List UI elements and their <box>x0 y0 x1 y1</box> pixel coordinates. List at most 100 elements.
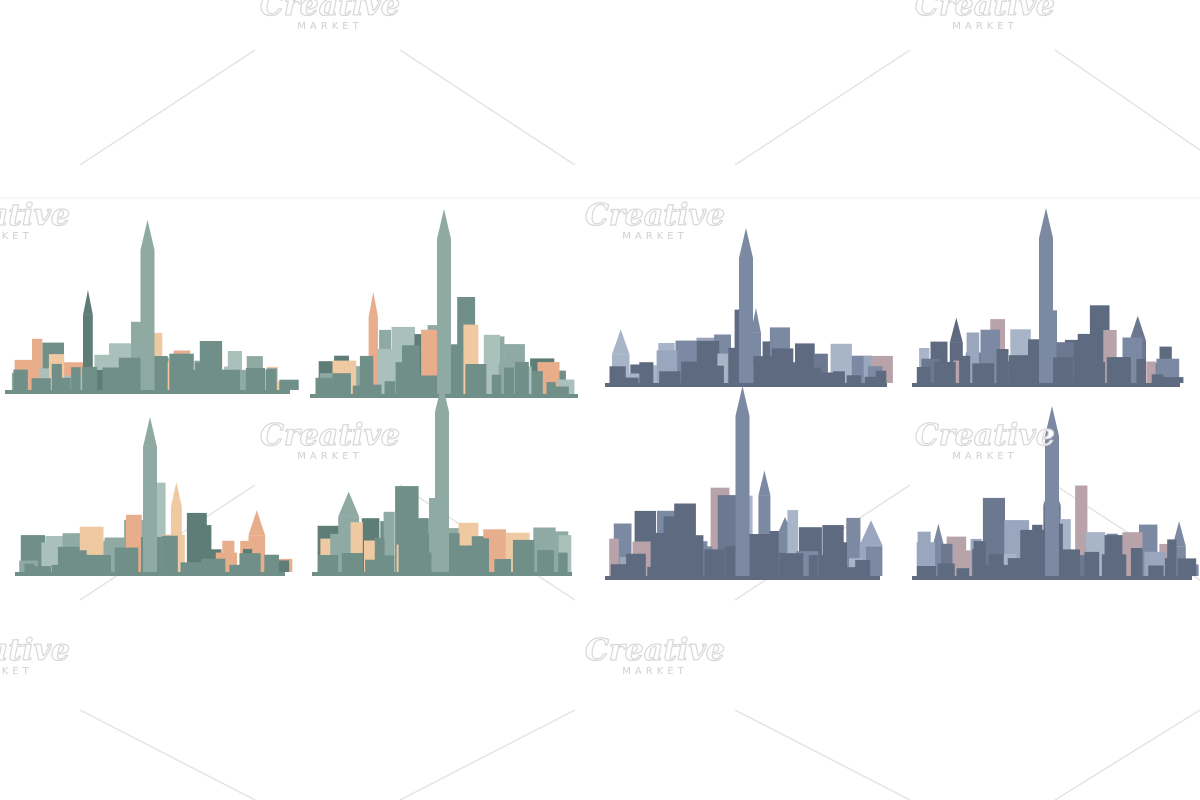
building <box>1151 374 1164 383</box>
building <box>808 555 818 576</box>
diagonal-line <box>1054 49 1200 151</box>
ground <box>912 383 1180 387</box>
spire <box>859 520 883 546</box>
building <box>83 314 93 390</box>
building <box>195 362 213 390</box>
spire <box>758 470 771 496</box>
watermark-sub: MARKET <box>952 21 1017 32</box>
tower <box>435 412 449 572</box>
building <box>659 371 681 383</box>
tower <box>143 447 157 572</box>
watermark-sub: MARKET <box>0 231 33 242</box>
building <box>264 554 279 572</box>
building <box>368 316 378 394</box>
building <box>833 371 845 383</box>
building <box>531 371 543 394</box>
spire <box>338 491 360 517</box>
building <box>842 567 857 576</box>
building <box>118 357 143 390</box>
building <box>398 543 419 572</box>
building <box>614 377 639 383</box>
building <box>417 375 441 394</box>
spire <box>248 510 266 536</box>
building <box>86 554 111 572</box>
building <box>821 372 834 383</box>
building <box>554 386 569 394</box>
watermarks: CreativeMARKETCreativeMARKETCreativeMARK… <box>0 0 1056 677</box>
watermark-sub: MARKET <box>622 666 687 677</box>
building <box>359 355 374 394</box>
building <box>972 363 995 383</box>
tower-spire <box>437 209 451 239</box>
building <box>476 538 489 572</box>
building <box>269 560 290 572</box>
building <box>787 510 799 576</box>
building <box>1088 362 1106 383</box>
spire <box>170 481 182 507</box>
building <box>1146 361 1156 383</box>
tower-spire <box>140 220 155 250</box>
building <box>1164 558 1175 576</box>
building <box>650 532 666 576</box>
building <box>102 367 120 390</box>
skyline <box>912 406 1199 580</box>
building <box>318 555 339 572</box>
building <box>855 559 871 576</box>
watermark-brand: Creative <box>0 633 70 668</box>
building <box>332 373 351 394</box>
building <box>374 537 385 572</box>
building <box>13 369 28 390</box>
building <box>1148 565 1164 576</box>
spire <box>932 523 945 549</box>
building <box>383 511 395 572</box>
building <box>639 362 654 383</box>
building <box>1050 357 1073 383</box>
building <box>934 361 956 383</box>
tower-spire <box>1039 208 1053 238</box>
building <box>352 385 364 394</box>
building <box>494 559 512 572</box>
building <box>33 566 51 572</box>
building <box>365 559 376 572</box>
building <box>558 552 568 572</box>
watermark-brand: Creative <box>585 633 725 668</box>
building <box>279 379 299 390</box>
skyline <box>912 208 1184 387</box>
tower <box>1039 238 1053 383</box>
building <box>779 553 804 576</box>
building <box>71 367 81 390</box>
ground <box>605 576 880 580</box>
building <box>916 367 931 383</box>
watermark-brand: Creative <box>260 418 400 453</box>
ground <box>5 390 290 394</box>
spire <box>83 289 93 315</box>
building <box>956 568 970 576</box>
building <box>169 353 194 390</box>
building <box>771 348 794 383</box>
diagonal-line <box>79 709 256 800</box>
tower-spire <box>143 417 157 447</box>
watermark-brand: Creative <box>915 418 1055 453</box>
building <box>239 553 261 572</box>
building <box>245 368 266 390</box>
watermark-sub: MARKET <box>952 451 1017 462</box>
watermark-sub: MARKET <box>0 666 33 677</box>
building <box>512 539 535 572</box>
building <box>1075 359 1089 383</box>
building <box>420 552 432 572</box>
building <box>609 538 619 576</box>
tower <box>1045 436 1059 576</box>
building <box>916 566 937 576</box>
building <box>818 554 838 576</box>
building <box>1084 551 1100 576</box>
tower <box>739 258 753 383</box>
diagonal-line <box>79 49 256 166</box>
building <box>365 384 382 394</box>
building <box>941 543 953 576</box>
ground <box>312 572 572 576</box>
diagonal-line <box>734 49 911 166</box>
building <box>846 375 862 383</box>
